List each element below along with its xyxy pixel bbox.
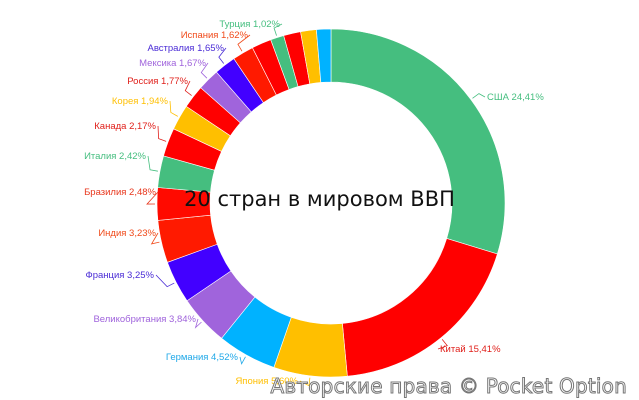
donut-slices — [156, 28, 506, 378]
slice-label: Испания 1,62% — [181, 30, 249, 41]
leader-line — [150, 232, 160, 245]
slice-label: Германия 4,52% — [166, 352, 239, 363]
leader-line — [194, 318, 202, 329]
leader-line — [239, 356, 246, 365]
donut-slice-Китай — [342, 238, 498, 377]
slice-label: Корея 1,94% — [112, 96, 169, 107]
donut-slice-США — [330, 28, 506, 255]
leader-line — [169, 100, 178, 117]
leader-line — [273, 23, 283, 36]
leader-line — [437, 339, 448, 350]
slice-label: Канада 2,17% — [94, 121, 156, 132]
leader-line — [218, 47, 227, 64]
slice-label: Италия 2,42% — [84, 151, 146, 162]
slice-label: Великобритания 3,84% — [93, 314, 196, 325]
slice-label: Япония 5,60% — [235, 376, 298, 387]
leader-line — [299, 377, 311, 387]
slice-label: Китай 15,41% — [440, 344, 501, 355]
slice-label: Индия 3,23% — [98, 228, 156, 239]
leader-line — [146, 191, 159, 205]
chart-title: 20 стран в мировом ВВП — [0, 187, 639, 211]
leader-line — [237, 34, 251, 52]
slice-labels: США 24,41% Китай 15,41% Япония 5,60% Герман… — [84, 19, 544, 387]
leader-line — [200, 62, 209, 79]
leader-line — [472, 93, 486, 99]
slice-label: США 24,41% — [487, 92, 544, 103]
copyright-watermark: Авторские права © Pocket Option — [270, 374, 627, 399]
slice-label: Австралия 1,65% — [147, 43, 224, 54]
slice-label: Франция 3,25% — [85, 270, 154, 281]
chart-title-text: 20 стран в мировом ВВП — [184, 187, 455, 211]
slice-label: Бразилия 2,48% — [84, 187, 156, 198]
leader-line — [147, 155, 158, 172]
slice-label: Мексика 1,67% — [139, 58, 206, 69]
slice-label: Турция 1,02% — [219, 19, 280, 30]
leader-line — [155, 274, 175, 288]
donut-slice — [316, 28, 332, 83]
leader-line — [157, 125, 167, 142]
leader-line — [184, 80, 192, 96]
slice-label: Россия 1,77% — [127, 76, 188, 87]
